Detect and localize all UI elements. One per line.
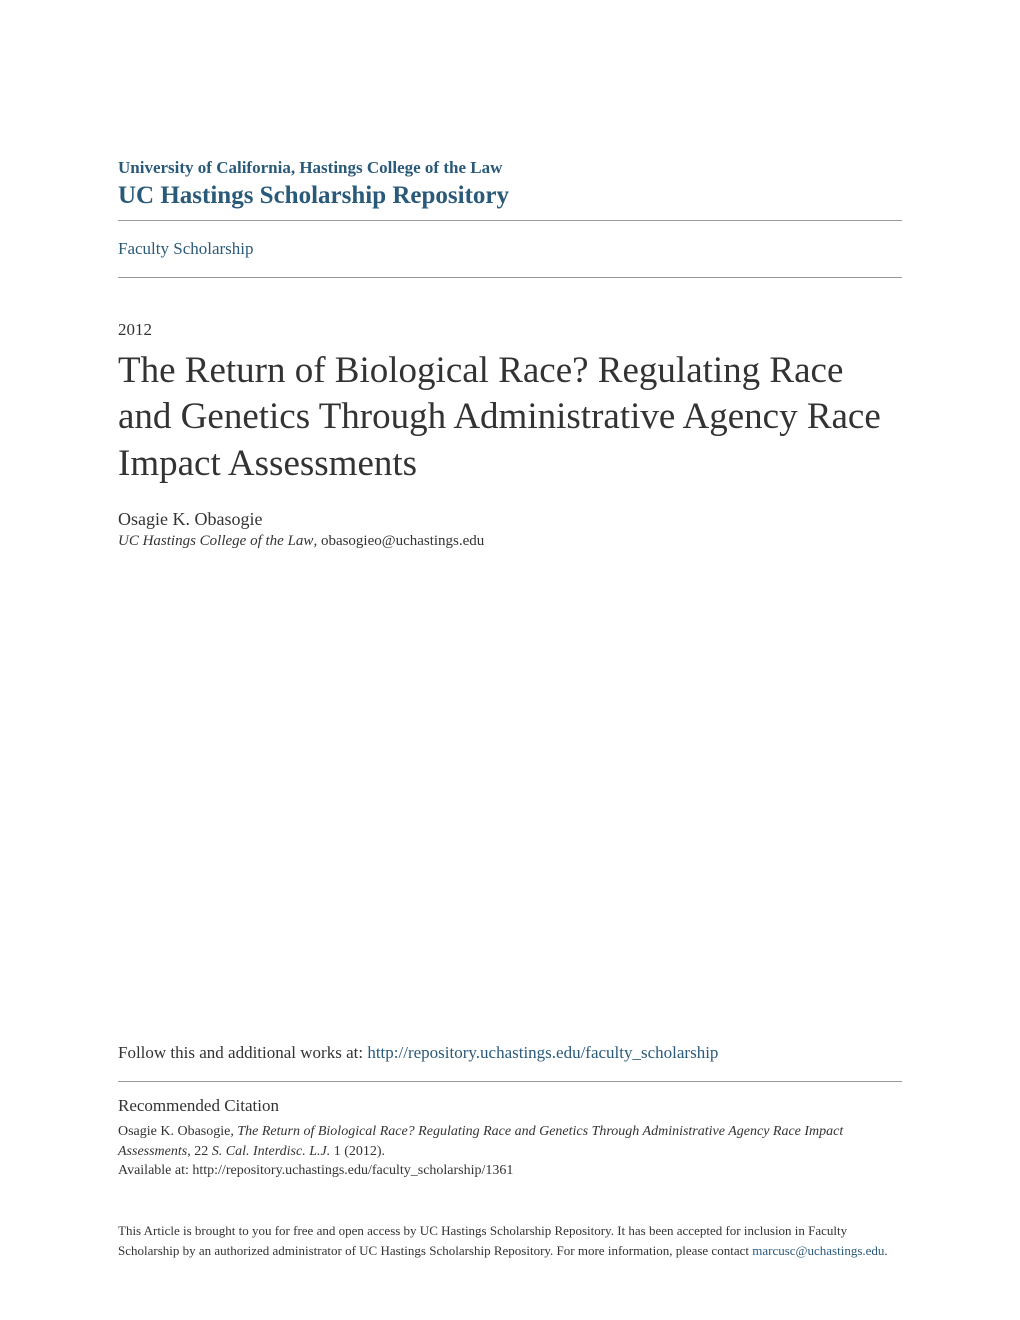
follow-link[interactable]: http://repository.uchastings.edu/faculty… (367, 1043, 718, 1062)
citation-journal-suffix: 1 (2012). (330, 1144, 385, 1159)
spacer (118, 550, 902, 1043)
institution-name[interactable]: University of California, Hastings Colle… (118, 158, 902, 178)
page-container: University of California, Hastings Colle… (0, 0, 1020, 1320)
citation-author: Osagie K. Obasogie, (118, 1124, 237, 1139)
repository-name[interactable]: UC Hastings Scholarship Repository (118, 182, 902, 210)
article-title: The Return of Biological Race? Regulatin… (118, 348, 902, 487)
citation-heading: Recommended Citation (118, 1096, 902, 1116)
author-affiliation: UC Hastings College of the Law, obasogie… (118, 533, 902, 550)
citation-available: Available at: http://repository.uchastin… (118, 1161, 902, 1181)
footer-contact-link[interactable]: marcusc@uchastings.edu (752, 1243, 884, 1258)
citation-journal: S. Cal. Interdisc. L.J. (212, 1144, 330, 1159)
footer-text: This Article is brought to you for free … (118, 1221, 902, 1260)
footer-prefix: This Article is brought to you for free … (118, 1223, 847, 1258)
header-block: University of California, Hastings Colle… (118, 158, 902, 221)
footer-suffix: . (884, 1243, 887, 1258)
article-metadata: 2012 The Return of Biological Race? Regu… (118, 320, 902, 550)
scholarship-block: Faculty Scholarship (118, 239, 902, 278)
follow-prefix: Follow this and additional works at: (118, 1043, 367, 1062)
affiliation-institution: UC Hastings College of the Law (118, 533, 313, 549)
follow-block: Follow this and additional works at: htt… (118, 1043, 902, 1082)
author-name: Osagie K. Obasogie (118, 509, 902, 530)
citation-section: Recommended Citation Osagie K. Obasogie,… (118, 1096, 902, 1181)
citation-journal-prefix: , 22 (187, 1144, 212, 1159)
faculty-scholarship-link[interactable]: Faculty Scholarship (118, 239, 254, 258)
citation-body: Osagie K. Obasogie, The Return of Biolog… (118, 1122, 902, 1161)
affiliation-email: , obasogieo@uchastings.edu (313, 533, 484, 549)
publication-year: 2012 (118, 320, 902, 340)
